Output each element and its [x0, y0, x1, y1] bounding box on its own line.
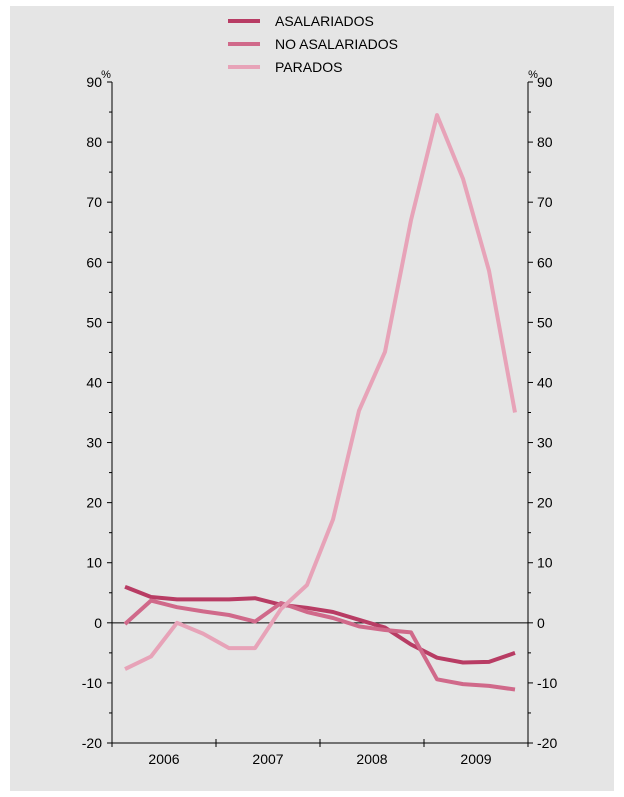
x-tick-label: 2009 — [460, 751, 491, 767]
series-line-asalariados — [124, 584, 516, 665]
legend-label: PARADOS — [275, 59, 342, 75]
y-tick-label-left: 20 — [86, 495, 102, 511]
y-tick-label-left: 0 — [94, 615, 102, 631]
y-tick-label-left: 80 — [86, 134, 102, 150]
y-tick-label-left: 10 — [86, 555, 102, 571]
y-tick-label-left: 50 — [86, 314, 102, 330]
y-tick-label-right: 0 — [537, 615, 545, 631]
series-line-parados — [124, 113, 517, 671]
y-tick-label-left: 40 — [86, 374, 102, 390]
y-tick-label-left: -10 — [82, 675, 102, 691]
y-unit-right: % — [528, 69, 538, 81]
y-tick-label-right: 30 — [537, 435, 553, 451]
y-tick-label-right: -10 — [537, 675, 557, 691]
x-tick-label: 2007 — [252, 751, 283, 767]
y-tick-label-right: 40 — [537, 374, 553, 390]
y-unit-left: % — [101, 69, 111, 81]
y-tick-label-left: 70 — [86, 194, 102, 210]
series-line-no-asalariados — [123, 598, 516, 692]
y-tick-label-right: 80 — [537, 134, 553, 150]
legend-label: ASALARIADOS — [275, 13, 374, 29]
y-tick-label-right: 50 — [537, 314, 553, 330]
y-tick-label-right: 10 — [537, 555, 553, 571]
y-tick-label-left: 30 — [86, 435, 102, 451]
y-tick-label-left: 60 — [86, 254, 102, 270]
y-tick-label-left: 90 — [86, 74, 102, 90]
legend-label: NO ASALARIADOS — [275, 36, 398, 52]
x-tick-label: 2006 — [148, 751, 179, 767]
series-layer — [123, 113, 517, 692]
y-tick-label-right: -20 — [537, 735, 557, 751]
y-tick-label-right: 70 — [537, 194, 553, 210]
x-tick-label: 2008 — [356, 751, 387, 767]
axes: -20 -20 -10 -10 0 0 10 10 20 20 30 30 40 40 50 50 60 60 70… — [82, 69, 558, 767]
y-tick-label-right: 60 — [537, 254, 553, 270]
chart-panel: ASALARIADOS NO ASALARIADOS PARADOS -20 -20-… — [10, 6, 614, 791]
y-tick-label-left: -20 — [82, 735, 102, 751]
legend: ASALARIADOS NO ASALARIADOS PARADOS — [228, 13, 398, 75]
y-tick-label-right: 20 — [537, 495, 553, 511]
y-tick-label-right: 90 — [537, 74, 553, 90]
